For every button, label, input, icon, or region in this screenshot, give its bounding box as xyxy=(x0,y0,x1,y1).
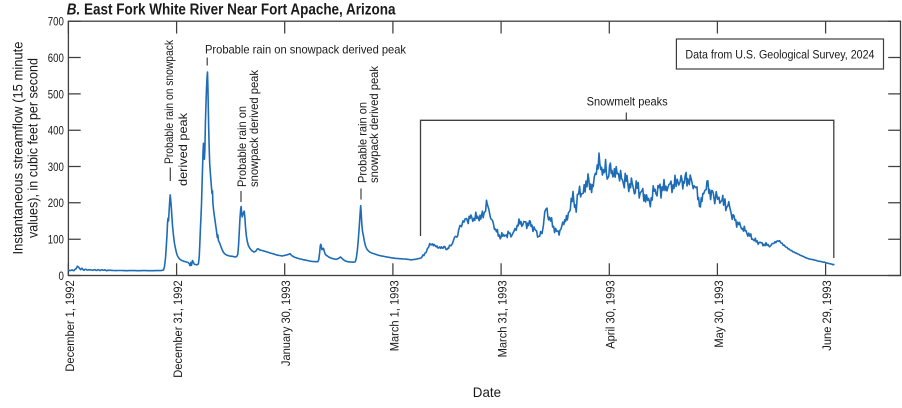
svg-text:Snowmelt peaks: Snowmelt peaks xyxy=(587,95,668,108)
svg-text:400: 400 xyxy=(48,124,64,138)
svg-text:snowpack derived peak: snowpack derived peak xyxy=(247,70,261,187)
svg-text:100: 100 xyxy=(48,233,64,247)
svg-text:April 30, 1993: April 30, 1993 xyxy=(604,280,618,349)
svg-text:snowpack derived peak: snowpack derived peak xyxy=(367,66,381,183)
svg-text:Probable rain on snowpack: Probable rain on snowpack xyxy=(162,40,176,164)
svg-text:0: 0 xyxy=(59,269,64,283)
svg-text:January 30, 1993: January 30, 1993 xyxy=(279,280,293,366)
svg-text:Instantaneous streamflow (15 m: Instantaneous streamflow (15 minute xyxy=(9,41,25,254)
svg-text:500: 500 xyxy=(48,87,64,101)
svg-text:June 29, 1993: June 29, 1993 xyxy=(820,280,834,351)
svg-text:600: 600 xyxy=(48,51,64,65)
svg-text:December 1, 1992: December 1, 1992 xyxy=(63,280,77,371)
svg-text:values), in cubic feet per sec: values), in cubic feet per second xyxy=(25,58,41,238)
svg-text:March 31, 1993: March 31, 1993 xyxy=(496,280,510,357)
svg-text:Probable rain on: Probable rain on xyxy=(235,106,249,187)
svg-text:300: 300 xyxy=(48,160,64,174)
svg-text:Data from U.S. Geological Surv: Data from U.S. Geological Survey, 2024 xyxy=(685,47,874,61)
svg-text:B. East Fork White River Near: B. East Fork White River Near Fort Apach… xyxy=(67,1,396,18)
svg-text:December 31, 1992: December 31, 1992 xyxy=(171,280,185,378)
svg-text:Probable rain on snowpack deri: Probable rain on snowpack derived peak xyxy=(205,42,406,56)
svg-text:derived peak: derived peak xyxy=(176,113,190,186)
svg-text:March 1, 1993: March 1, 1993 xyxy=(387,280,401,351)
svg-text:700: 700 xyxy=(48,15,64,29)
svg-text:200: 200 xyxy=(48,196,64,210)
svg-text:May 30, 1993: May 30, 1993 xyxy=(712,280,726,347)
svg-text:Probable rain on: Probable rain on xyxy=(355,102,369,183)
svg-text:Date: Date xyxy=(473,384,501,400)
